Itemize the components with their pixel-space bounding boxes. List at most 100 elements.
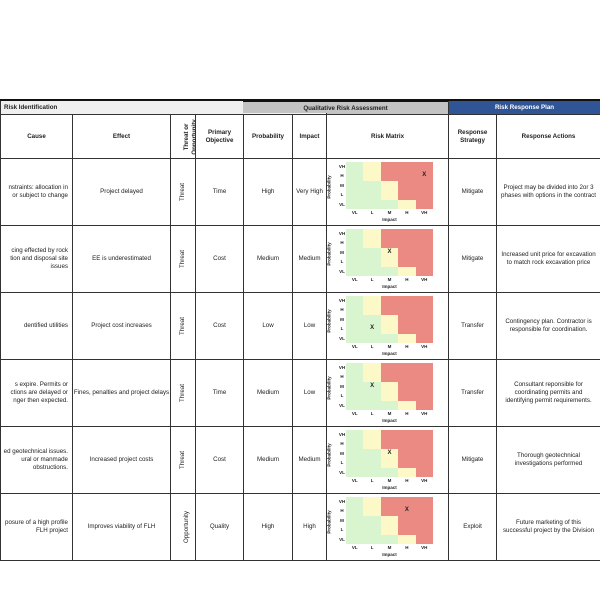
matrix-grid: X: [346, 497, 433, 544]
probability-level-label: L: [340, 259, 344, 265]
matrix-cell: [363, 247, 381, 258]
matrix-cell: [415, 305, 433, 315]
matrix-cell: [415, 314, 433, 325]
probability-level-label: VH: [338, 499, 346, 504]
strategy-cell: Transfer: [448, 292, 498, 360]
risk-row: ed geotechnical issues. ural or manmade …: [0, 426, 600, 494]
impact-levels: VL L M H VH: [346, 478, 433, 484]
matrix-cell: [398, 171, 416, 181]
impact-level-label: M: [387, 277, 392, 282]
matrix-cell: [363, 199, 381, 209]
risk-row: dentified utilities Project cost increase…: [0, 292, 600, 360]
matrix-cell: [415, 266, 433, 276]
matrix-cell: [398, 497, 416, 507]
impact-level-label: VL: [351, 277, 358, 282]
matrix-cell: [346, 257, 364, 267]
risk-marker: X: [404, 507, 409, 514]
risk-matrix: Probability VH H M L VL X VL L M H VH Impact: [328, 160, 448, 225]
probability-level-label: VH: [338, 164, 346, 169]
matrix-grid: X: [346, 296, 433, 343]
matrix-cell: X: [398, 506, 416, 516]
matrix-cell: [415, 238, 433, 248]
impact-level-label: H: [405, 411, 409, 416]
matrix-cell: [380, 430, 399, 440]
matrix-cell: [380, 257, 399, 267]
matrix-cell: X: [380, 448, 399, 459]
matrix-cell: [398, 515, 416, 526]
impact-levels: VL L M H VH: [346, 411, 433, 417]
matrix-cell: [363, 391, 381, 401]
matrix-cell: [415, 391, 433, 401]
matrix-cell: [363, 400, 381, 410]
probability-level-label: L: [340, 460, 344, 466]
risk-matrix: Probability VH H M L VL X VL L M H VH Impact: [328, 361, 448, 426]
impact-levels: VL L M H VH: [346, 545, 433, 551]
matrix-cell: [380, 238, 399, 248]
matrix-cell: [398, 314, 416, 325]
impact-level-label: L: [370, 277, 374, 282]
matrix-grid: X: [346, 162, 433, 209]
type-text: Threat: [178, 250, 186, 268]
probability-axis-title: Probability: [326, 443, 332, 467]
type-text: Threat: [178, 317, 186, 335]
matrix-cell: [398, 257, 416, 267]
impact-cell: Low: [291, 292, 328, 360]
probability-cell: High: [243, 493, 293, 561]
matrix-cell: [363, 534, 381, 544]
header-objective: Primary Objective: [195, 114, 244, 159]
probability-level-label: VL: [339, 201, 345, 207]
effect-cell: Improves viability of FLH: [72, 493, 171, 561]
matrix-cell: [363, 458, 381, 468]
matrix-cell: [398, 247, 416, 258]
matrix-cell: [346, 515, 364, 526]
matrix-cell: [346, 162, 364, 172]
matrix-cell: [398, 381, 416, 392]
cause-cell: ed geotechnical issues. ural or manmade …: [0, 426, 73, 494]
matrix-cell: [380, 381, 399, 392]
type-cell: Threat: [170, 158, 196, 226]
matrix-grid: X: [346, 430, 433, 477]
cause-cell: nstraints: allocation in or subject to c…: [0, 158, 73, 226]
matrix-cell: [380, 372, 399, 382]
matrix-cell: [363, 467, 381, 477]
impact-level-label: H: [405, 210, 409, 215]
matrix-cell: [398, 324, 416, 334]
matrix-cell: [398, 439, 416, 449]
actions-cell: Contingency plan. Contractor is responsi…: [496, 292, 600, 360]
matrix-cell: [415, 448, 433, 459]
impact-level-label: VH: [421, 411, 428, 416]
probability-level-label: VL: [339, 402, 345, 408]
effect-cell: Increased project costs: [72, 426, 171, 494]
header-effect: Effect: [72, 114, 171, 159]
matrix-grid: X: [346, 229, 433, 276]
risk-matrix-cell: Probability VH H M L VL X VL L M H VH Impact: [326, 292, 450, 360]
matrix-cell: [398, 372, 416, 382]
matrix-cell: [380, 171, 399, 181]
risk-matrix-cell: Probability VH H M L VL X VL L M H VH Impact: [326, 359, 450, 427]
matrix-cell: [380, 333, 399, 343]
effect-cell: EE is underestimated: [72, 225, 171, 293]
impact-level-label: M: [387, 545, 392, 550]
actions-cell: Thorough geotechnical investigations per…: [496, 426, 600, 494]
impact-level-label: VL: [351, 210, 358, 215]
probability-cell: Medium: [243, 359, 293, 427]
matrix-cell: [380, 439, 399, 449]
strategy-cell: Mitigate: [448, 158, 498, 226]
matrix-cell: [398, 238, 416, 248]
matrix-cell: [346, 266, 364, 276]
impact-axis-title: Impact: [382, 351, 397, 356]
impact-level-label: L: [370, 344, 374, 349]
risk-matrix: Probability VH H M L VL X VL L M H VH Impact: [326, 428, 448, 493]
matrix-cell: [415, 525, 433, 535]
matrix-cell: [346, 238, 364, 248]
matrix-cell: [380, 162, 399, 172]
matrix-cell: [346, 180, 364, 191]
band-risk-response-plan: Risk Response Plan: [448, 99, 600, 115]
impact-level-label: L: [370, 411, 374, 416]
impact-level-label: VL: [351, 545, 358, 550]
matrix-cell: [398, 525, 416, 535]
probability-cell: Medium: [243, 225, 293, 293]
impact-axis-title: Impact: [382, 485, 397, 490]
risk-matrix: Probability VH H M L VL X VL L M H VH Impact: [328, 227, 448, 292]
band-qualitative-label: Qualitative Risk Assessment: [243, 100, 448, 113]
